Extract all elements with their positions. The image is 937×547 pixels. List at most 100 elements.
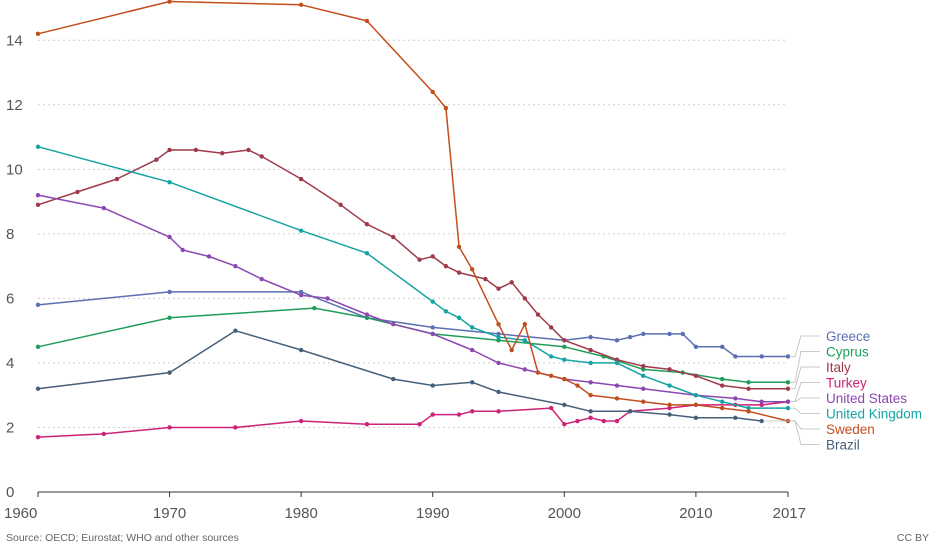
data-point <box>483 276 488 282</box>
license-label: CC BY <box>896 532 929 544</box>
legend-connector <box>791 382 820 403</box>
data-point <box>430 89 435 95</box>
series-united-states <box>35 192 791 404</box>
y-tick-label: 6 <box>6 290 14 307</box>
data-point <box>667 402 672 408</box>
data-point <box>667 367 672 372</box>
data-point <box>456 412 462 417</box>
data-point <box>693 402 699 408</box>
data-point <box>759 354 764 359</box>
data-point <box>456 244 462 249</box>
series-brazil <box>35 328 764 424</box>
data-point <box>522 322 528 327</box>
data-point <box>693 415 699 420</box>
data-point <box>720 383 725 388</box>
data-point <box>312 305 317 311</box>
data-point <box>364 221 370 227</box>
data-point <box>562 357 567 362</box>
data-point <box>298 289 304 295</box>
legend-label: Sweden <box>826 422 875 437</box>
data-point <box>720 399 725 404</box>
legend-connector <box>764 420 820 445</box>
data-point <box>522 296 528 301</box>
y-tick-label: 12 <box>6 97 23 114</box>
data-point <box>588 360 593 366</box>
data-point <box>733 415 738 420</box>
data-point <box>562 344 567 349</box>
data-point <box>167 425 172 430</box>
data-point <box>364 312 370 317</box>
data-point <box>785 380 791 385</box>
data-point <box>391 234 396 240</box>
y-tick-label: 0 <box>6 484 14 501</box>
data-point <box>456 270 462 275</box>
data-point <box>641 331 646 337</box>
data-point <box>443 309 449 314</box>
data-point <box>601 418 606 424</box>
data-point <box>470 267 475 272</box>
data-point <box>456 315 462 320</box>
data-point <box>325 296 330 301</box>
data-point <box>667 405 672 411</box>
series-turkey <box>35 399 791 440</box>
legend-connector <box>791 351 820 383</box>
data-point <box>562 338 567 343</box>
data-point <box>298 176 304 182</box>
data-point <box>522 367 528 372</box>
data-point <box>298 292 304 298</box>
data-point <box>641 367 646 372</box>
data-point <box>233 328 238 333</box>
data-point <box>509 280 514 285</box>
data-point <box>614 338 620 343</box>
data-point <box>496 360 501 366</box>
data-point <box>575 418 580 424</box>
data-point <box>548 405 554 411</box>
data-point <box>548 325 554 330</box>
data-point <box>154 157 159 162</box>
series-united-kingdom <box>35 144 791 411</box>
data-point <box>35 302 41 308</box>
gridlines <box>38 39 788 428</box>
data-point <box>588 347 593 353</box>
data-point <box>614 383 620 388</box>
x-tick-label: 2010 <box>679 505 712 522</box>
data-point <box>35 434 41 440</box>
data-point <box>588 415 593 420</box>
data-point <box>627 334 633 340</box>
data-point <box>364 251 370 256</box>
data-point <box>246 147 251 153</box>
data-point <box>193 147 199 153</box>
data-point <box>588 380 593 385</box>
data-point <box>746 409 751 414</box>
series-line <box>37 149 788 390</box>
data-point <box>588 393 593 398</box>
series-line <box>37 329 762 422</box>
series-line <box>37 0 789 422</box>
data-point <box>496 334 501 340</box>
data-point <box>430 299 435 304</box>
legend-connector <box>791 335 820 357</box>
data-point <box>667 412 672 417</box>
data-point <box>35 202 41 208</box>
legend-label: United States <box>826 391 907 406</box>
data-point <box>35 31 41 37</box>
data-point <box>720 376 725 382</box>
data-point <box>417 422 422 427</box>
data-point <box>259 276 264 282</box>
data-point <box>496 409 501 414</box>
data-point <box>417 257 422 262</box>
data-point <box>167 180 172 185</box>
data-point <box>364 315 370 320</box>
data-point <box>720 405 725 411</box>
data-point <box>259 154 264 159</box>
data-point <box>785 405 791 411</box>
legend-label: Brazil <box>826 438 860 453</box>
data-point <box>167 370 172 375</box>
data-point <box>167 147 172 153</box>
y-tick-label: 8 <box>6 226 14 243</box>
legend-connector <box>791 397 820 403</box>
legend-connector <box>791 407 820 414</box>
data-point <box>338 202 343 208</box>
